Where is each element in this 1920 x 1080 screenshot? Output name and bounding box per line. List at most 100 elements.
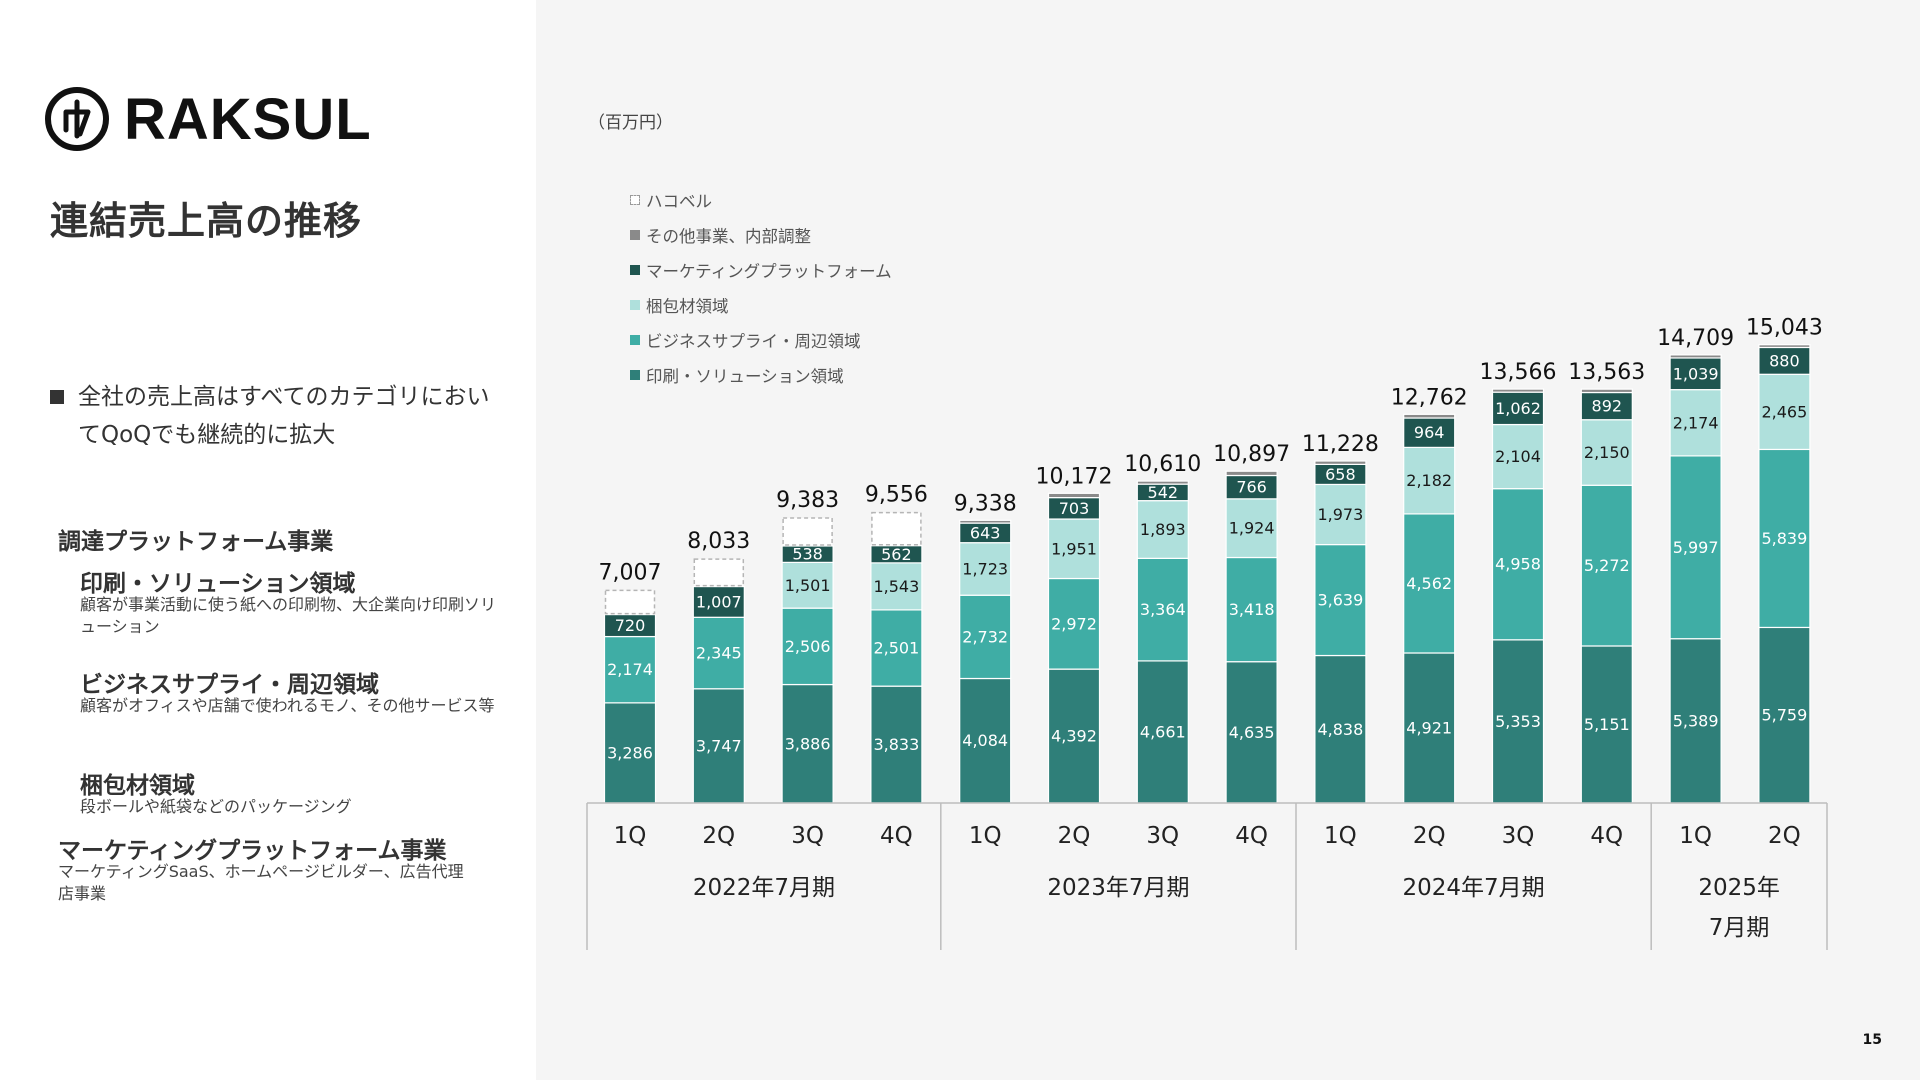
marketing-desc: マーケティングSaaS、ホームページビルダー、広告代理店事業	[58, 862, 464, 903]
legend-item: ハコベル	[630, 182, 892, 217]
legend-swatch	[630, 299, 640, 310]
bar-segment	[1403, 513, 1456, 654]
bar-segment	[693, 558, 745, 587]
printing-title: 印刷・ソリューション領域	[80, 571, 356, 597]
fiscal-year-label: 2024年7月期	[1403, 875, 1545, 901]
segment-value-label: 5,997	[1673, 538, 1719, 557]
legend-label: 梱包材領域	[646, 296, 729, 316]
segment-value-label: 2,150	[1584, 443, 1630, 462]
total-value-label: 9,338	[954, 491, 1017, 516]
segment-value-label: 1,007	[696, 592, 742, 611]
legend-item: 印刷・ソリューション領域	[630, 357, 892, 392]
bar-segment	[603, 702, 657, 804]
segment-value-label: 4,921	[1406, 718, 1452, 737]
bar-segment	[1669, 354, 1722, 359]
segment-value-label: 1,973	[1317, 505, 1363, 524]
legend-label: マーケティングプラットフォーム	[646, 261, 892, 281]
legend-item: マーケティングプラットフォーム	[630, 252, 892, 287]
segment-value-label: 1,924	[1229, 519, 1275, 538]
bar-segment	[1580, 645, 1633, 804]
fiscal-year-label: 2025年 7月期	[1698, 875, 1780, 941]
segment-value-label: 5,353	[1495, 712, 1541, 731]
page-number: 15	[1862, 1032, 1882, 1048]
quarter-tick-label: 4Q	[880, 823, 913, 849]
bar-segment	[1758, 346, 1811, 375]
bar-segment	[1669, 638, 1722, 804]
bar-segment	[1491, 388, 1545, 393]
bar-segment	[1314, 460, 1367, 465]
segment-value-label: 3,286	[607, 743, 653, 762]
total-value-label: 7,007	[599, 560, 662, 585]
bar-segment	[1136, 660, 1189, 804]
bar-segment	[1225, 556, 1278, 663]
total-value-label: 14,709	[1657, 326, 1734, 351]
left-panel	[0, 0, 536, 1080]
legend-item: その他事業、内部調整	[630, 217, 892, 252]
quarter-tick-label: 2Q	[702, 823, 735, 849]
segment-value-label: 2,174	[1673, 413, 1719, 432]
packaging-desc: 段ボールや紙袋などのパッケージング	[80, 797, 352, 816]
bar-segment	[1669, 357, 1722, 391]
bar-segment	[1047, 518, 1101, 580]
segment-value-label: 964	[1414, 423, 1445, 442]
segment-value-label: 2,104	[1495, 447, 1541, 466]
bullet-square-icon	[50, 390, 64, 404]
bar-segment	[1669, 455, 1722, 640]
bar-segment	[1403, 652, 1456, 804]
bar-segment	[781, 561, 834, 609]
bar-segment	[1491, 391, 1545, 426]
bar-segment	[1758, 344, 1811, 349]
segment-value-label: 2,465	[1761, 402, 1807, 421]
legend-label: ビジネスサプライ・周辺領域	[646, 331, 861, 351]
segment-value-label: 1,062	[1495, 399, 1541, 418]
bar-segment	[870, 562, 923, 611]
segment-value-label: 4,635	[1229, 723, 1275, 742]
marketing-title: マーケティングプラットフォーム事業	[58, 838, 447, 864]
segment-value-label: 892	[1592, 397, 1623, 416]
summary-text: 全社の売上高はすべてのカテゴリにおいてQoQでも継続的に拡大	[78, 384, 490, 448]
quarter-tick-label: 1Q	[1679, 823, 1712, 849]
bar-segment	[1314, 654, 1367, 804]
total-value-label: 9,556	[865, 483, 928, 508]
segment-value-label: 3,886	[785, 734, 831, 753]
bar-segment	[870, 685, 923, 804]
segment-value-label: 5,759	[1761, 706, 1807, 725]
segment-value-label: 2,345	[696, 644, 742, 663]
bar-segment	[1758, 448, 1811, 629]
segment-value-label: 542	[1148, 483, 1179, 502]
legend-swatch	[630, 264, 640, 275]
bar-segment	[1580, 484, 1633, 647]
bar-segment	[871, 511, 922, 546]
bar-segment	[1047, 492, 1101, 499]
segment-value-label: 4,562	[1406, 574, 1452, 593]
segment-value-label: 538	[792, 545, 823, 564]
segment-value-label: 1,039	[1673, 364, 1719, 383]
quarter-tick-label: 3Q	[791, 823, 824, 849]
segment-value-label: 3,833	[873, 735, 919, 754]
bar-segment	[603, 614, 657, 638]
total-value-label: 11,228	[1302, 432, 1379, 457]
total-value-label: 10,610	[1124, 452, 1201, 477]
bar-segment	[781, 607, 834, 686]
total-value-label: 10,172	[1036, 464, 1113, 489]
procurement-header: 調達プラットフォーム事業	[58, 529, 334, 555]
segment-value-label: 2,732	[962, 627, 1008, 646]
legend-swatch	[630, 369, 640, 380]
bar-segment	[1047, 668, 1101, 804]
total-value-label: 13,566	[1480, 360, 1557, 385]
segment-value-label: 4,084	[962, 731, 1008, 750]
legend-item: ビジネスサプライ・周辺領域	[630, 322, 892, 357]
segment-value-label: 2,182	[1406, 471, 1452, 490]
segment-value-label: 643	[970, 523, 1001, 542]
bar-segment	[1403, 417, 1456, 448]
bar-segment	[692, 585, 745, 618]
segment-value-label: 5,839	[1761, 529, 1807, 548]
segment-value-label: 2,501	[873, 639, 919, 658]
bar-segment	[1491, 423, 1545, 490]
bar-segment	[1403, 446, 1456, 515]
segment-value-label: 5,151	[1584, 715, 1630, 734]
legend-label: その他事業、内部調整	[646, 226, 811, 246]
quarter-tick-label: 1Q	[614, 823, 647, 849]
quarter-tick-label: 2Q	[1058, 823, 1091, 849]
